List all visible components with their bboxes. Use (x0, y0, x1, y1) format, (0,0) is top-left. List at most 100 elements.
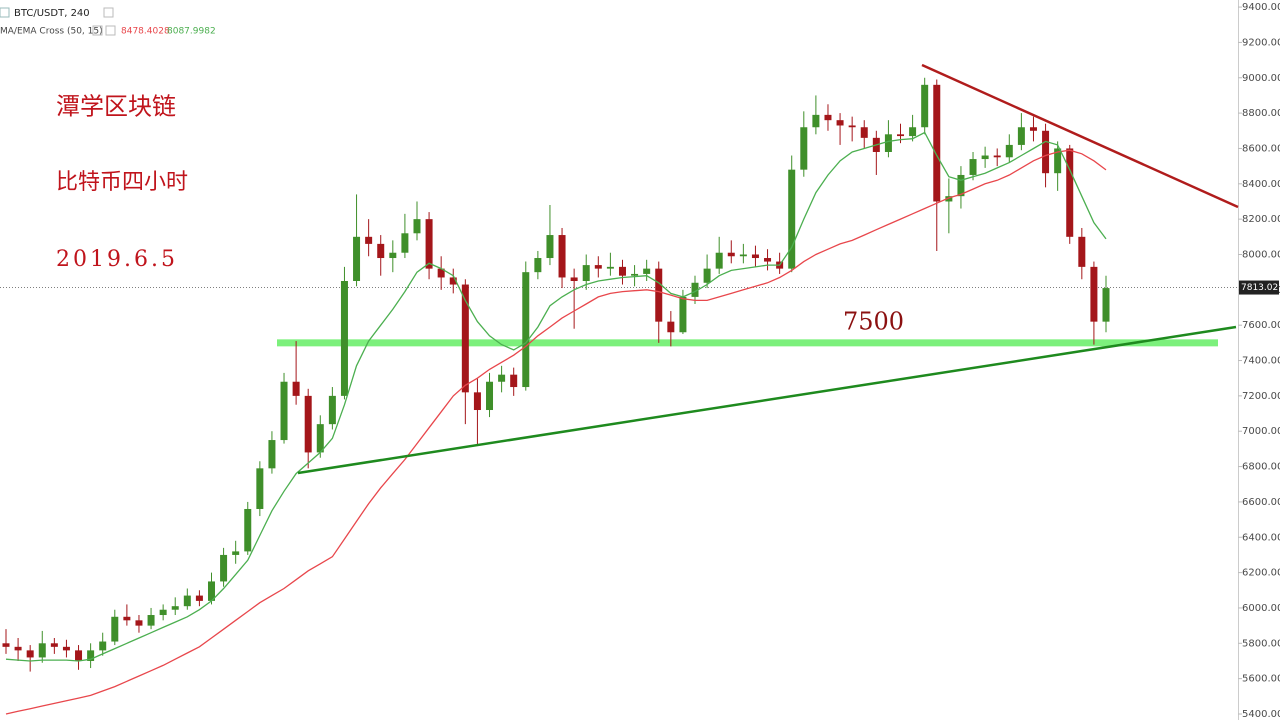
candle-body (606, 266, 614, 269)
candle-body (909, 127, 917, 137)
y-tick-label: 9000.00 (1242, 73, 1280, 84)
candle-body (981, 155, 989, 160)
ma-fast-value: 8087.9982 (167, 27, 216, 37)
level-band (277, 339, 1218, 347)
candle-body (679, 296, 687, 333)
annotation: 潭学区块链 (56, 93, 176, 121)
settings-icon[interactable] (103, 7, 114, 18)
candle-body (993, 155, 1001, 158)
ma-line (5, 149, 1107, 715)
candle-body (244, 508, 252, 552)
candle-body (897, 134, 905, 137)
candle-body (147, 615, 155, 626)
candle-body (800, 127, 808, 170)
candle-body (292, 381, 300, 396)
candle-body (365, 236, 373, 244)
candle-body (727, 252, 735, 257)
candle-body (449, 277, 457, 285)
indicator-close[interactable] (105, 25, 116, 36)
y-tick-label: 5600.00 (1242, 674, 1280, 685)
candle-body (860, 127, 868, 138)
annotation: 比特币四小时 (56, 170, 188, 195)
level-label: 7500 (843, 307, 904, 335)
candle-body (558, 235, 566, 278)
candle-body (594, 265, 602, 269)
candle-body (498, 374, 506, 382)
candle-body (171, 606, 179, 610)
candle-body (933, 84, 941, 202)
annotation: 2019.6.5 (56, 247, 178, 272)
y-tick-label: 7600.00 (1242, 320, 1280, 331)
y-tick-label: 8400.00 (1242, 179, 1280, 190)
candle-body (643, 268, 651, 274)
y-tick-label: 9400.00 (1242, 2, 1280, 13)
y-tick-label: 8000.00 (1242, 249, 1280, 260)
candle-body (437, 268, 445, 278)
candle-body (1066, 148, 1074, 237)
candle-body (1078, 236, 1086, 267)
candle-body (957, 174, 965, 197)
candle-body (764, 258, 772, 262)
y-tick-label: 5400.00 (1242, 709, 1280, 720)
candle-body (631, 273, 639, 276)
candle-body (401, 233, 409, 253)
candle-body (207, 581, 215, 601)
candle-body (655, 268, 663, 322)
candle-body (522, 272, 530, 388)
y-tick-label: 8800.00 (1242, 108, 1280, 119)
candle-body (135, 620, 143, 626)
ma-line (5, 131, 1107, 662)
candle-body (123, 616, 131, 621)
candle-body (824, 114, 832, 121)
indicator-settings[interactable] (92, 25, 103, 36)
symbol: BTC/USDT, 240 (14, 8, 90, 19)
candle-body (340, 281, 348, 396)
y-tick-label: 7400.00 (1242, 356, 1280, 367)
candle-body (38, 643, 46, 658)
candle-body (195, 595, 203, 601)
candle-body (413, 219, 421, 234)
candle-body (921, 84, 929, 128)
candle-body (691, 282, 699, 297)
y-tick-label: 6000.00 (1242, 603, 1280, 614)
candle-body (969, 159, 977, 175)
candle-body (546, 235, 554, 259)
y-tick-label: 7000.00 (1242, 426, 1280, 437)
candle-body (1017, 127, 1025, 145)
y-tick-label: 6200.00 (1242, 568, 1280, 579)
candle-body (26, 650, 34, 658)
candle-body (1042, 130, 1050, 174)
candle-body (486, 381, 494, 411)
candle-body (50, 643, 58, 647)
candle-body (618, 266, 626, 276)
y-tick-label: 5800.00 (1242, 638, 1280, 649)
y-tick-label: 9200.00 (1242, 37, 1280, 48)
candle-body (739, 254, 747, 257)
candle-body (461, 284, 469, 393)
candle-body (812, 114, 820, 128)
candle-body (1102, 288, 1110, 322)
candle-body (111, 616, 119, 642)
candle-body (256, 468, 264, 509)
y-tick-label: 8600.00 (1242, 143, 1280, 154)
candle-body (75, 650, 83, 661)
y-tick-label: 6600.00 (1242, 497, 1280, 508)
candle-body (570, 277, 578, 282)
candle-body (316, 424, 324, 453)
candle-body (788, 169, 796, 269)
support-trendline (297, 325, 1237, 475)
candle-body (751, 254, 759, 259)
candle-body (1054, 148, 1062, 174)
y-tick-label: 6800.00 (1242, 462, 1280, 473)
candle-body (183, 595, 191, 607)
candle-body (425, 219, 433, 269)
candle-body (2, 643, 10, 647)
candle-body (510, 374, 518, 388)
candle-body (304, 395, 312, 453)
candle-body (353, 236, 361, 282)
candle-body (268, 440, 276, 469)
candle-body (87, 650, 95, 661)
indicator-name: MA/EMA Cross (50, 15) (0, 27, 103, 37)
candle-body (582, 265, 590, 282)
